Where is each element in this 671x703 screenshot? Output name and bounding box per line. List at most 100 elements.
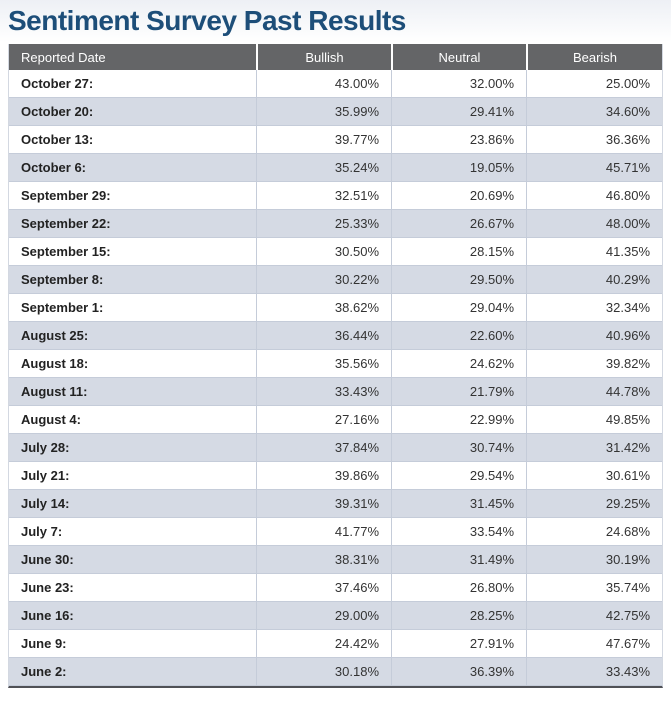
bullish-value-cell: 30.22%	[256, 266, 391, 294]
reported-date-cell: July 7:	[9, 518, 256, 546]
neutral-value-cell: 29.41%	[391, 98, 526, 126]
table-header-row: Reported Date Bullish Neutral Bearish	[9, 44, 662, 70]
table-row: October 27: 43.00% 32.00% 25.00%	[9, 70, 662, 98]
bullish-value-cell: 30.50%	[256, 238, 391, 266]
bearish-value-cell: 41.35%	[526, 238, 662, 266]
neutral-value-cell: 26.67%	[391, 210, 526, 238]
bullish-value-cell: 37.46%	[256, 574, 391, 602]
bullish-value-cell: 36.44%	[256, 322, 391, 350]
bearish-value-cell: 25.00%	[526, 70, 662, 98]
reported-date-cell: July 14:	[9, 490, 256, 518]
neutral-value-cell: 24.62%	[391, 350, 526, 378]
table-row: September 15: 30.50% 28.15% 41.35%	[9, 238, 662, 266]
bearish-value-cell: 36.36%	[526, 126, 662, 154]
reported-date-cell: August 11:	[9, 378, 256, 406]
neutral-value-cell: 31.49%	[391, 546, 526, 574]
reported-date-cell: October 13:	[9, 126, 256, 154]
bearish-value-cell: 40.96%	[526, 322, 662, 350]
table-row: June 23: 37.46% 26.80% 35.74%	[9, 574, 662, 602]
table-row: June 9: 24.42% 27.91% 47.67%	[9, 630, 662, 658]
table-row: June 2: 30.18% 36.39% 33.43%	[9, 658, 662, 686]
neutral-value-cell: 28.25%	[391, 602, 526, 630]
column-header-reported-date: Reported Date	[9, 44, 256, 70]
reported-date-cell: September 22:	[9, 210, 256, 238]
neutral-value-cell: 22.60%	[391, 322, 526, 350]
bullish-value-cell: 35.24%	[256, 154, 391, 182]
sentiment-results-table: Reported Date Bullish Neutral Bearish Oc…	[8, 44, 663, 688]
table-row: September 1: 38.62% 29.04% 32.34%	[9, 294, 662, 322]
reported-date-cell: July 28:	[9, 434, 256, 462]
neutral-value-cell: 28.15%	[391, 238, 526, 266]
bullish-value-cell: 37.84%	[256, 434, 391, 462]
reported-date-cell: June 9:	[9, 630, 256, 658]
neutral-value-cell: 29.04%	[391, 294, 526, 322]
reported-date-cell: June 2:	[9, 658, 256, 686]
reported-date-cell: September 29:	[9, 182, 256, 210]
reported-date-cell: August 4:	[9, 406, 256, 434]
table-row: July 14: 39.31% 31.45% 29.25%	[9, 490, 662, 518]
bearish-value-cell: 45.71%	[526, 154, 662, 182]
bullish-value-cell: 35.56%	[256, 350, 391, 378]
bullish-value-cell: 30.18%	[256, 658, 391, 686]
bullish-value-cell: 39.77%	[256, 126, 391, 154]
reported-date-cell: September 1:	[9, 294, 256, 322]
page-title: Sentiment Survey Past Results	[8, 5, 406, 36]
bearish-value-cell: 32.34%	[526, 294, 662, 322]
bullish-value-cell: 32.51%	[256, 182, 391, 210]
bullish-value-cell: 24.42%	[256, 630, 391, 658]
neutral-value-cell: 36.39%	[391, 658, 526, 686]
reported-date-cell: October 6:	[9, 154, 256, 182]
neutral-value-cell: 33.54%	[391, 518, 526, 546]
reported-date-cell: June 23:	[9, 574, 256, 602]
neutral-value-cell: 22.99%	[391, 406, 526, 434]
neutral-value-cell: 29.54%	[391, 462, 526, 490]
bearish-value-cell: 39.82%	[526, 350, 662, 378]
table-row: July 7: 41.77% 33.54% 24.68%	[9, 518, 662, 546]
table-row: June 16: 29.00% 28.25% 42.75%	[9, 602, 662, 630]
neutral-value-cell: 26.80%	[391, 574, 526, 602]
table-row: August 18: 35.56% 24.62% 39.82%	[9, 350, 662, 378]
bullish-value-cell: 25.33%	[256, 210, 391, 238]
table-row: August 4: 27.16% 22.99% 49.85%	[9, 406, 662, 434]
bullish-value-cell: 41.77%	[256, 518, 391, 546]
column-header-bullish: Bullish	[256, 44, 391, 70]
table-row: October 6: 35.24% 19.05% 45.71%	[9, 154, 662, 182]
column-header-bearish: Bearish	[526, 44, 662, 70]
reported-date-cell: September 15:	[9, 238, 256, 266]
neutral-value-cell: 29.50%	[391, 266, 526, 294]
neutral-value-cell: 27.91%	[391, 630, 526, 658]
table-row: August 25: 36.44% 22.60% 40.96%	[9, 322, 662, 350]
neutral-value-cell: 19.05%	[391, 154, 526, 182]
reported-date-cell: October 20:	[9, 98, 256, 126]
reported-date-cell: August 25:	[9, 322, 256, 350]
bearish-value-cell: 49.85%	[526, 406, 662, 434]
bearish-value-cell: 47.67%	[526, 630, 662, 658]
table-body: October 27: 43.00% 32.00% 25.00% October 20:…	[9, 70, 662, 686]
bearish-value-cell: 33.43%	[526, 658, 662, 686]
bearish-value-cell: 42.75%	[526, 602, 662, 630]
neutral-value-cell: 30.74%	[391, 434, 526, 462]
bearish-value-cell: 35.74%	[526, 574, 662, 602]
bearish-value-cell: 44.78%	[526, 378, 662, 406]
bullish-value-cell: 33.43%	[256, 378, 391, 406]
sentiment-survey-page: Sentiment Survey Past Results Reported D…	[8, 5, 663, 688]
neutral-value-cell: 20.69%	[391, 182, 526, 210]
bearish-value-cell: 48.00%	[526, 210, 662, 238]
bullish-value-cell: 39.31%	[256, 490, 391, 518]
bearish-value-cell: 34.60%	[526, 98, 662, 126]
neutral-value-cell: 23.86%	[391, 126, 526, 154]
reported-date-cell: June 30:	[9, 546, 256, 574]
bearish-value-cell: 46.80%	[526, 182, 662, 210]
table-row: August 11: 33.43% 21.79% 44.78%	[9, 378, 662, 406]
table-row: September 22: 25.33% 26.67% 48.00%	[9, 210, 662, 238]
neutral-value-cell: 31.45%	[391, 490, 526, 518]
bullish-value-cell: 35.99%	[256, 98, 391, 126]
bearish-value-cell: 24.68%	[526, 518, 662, 546]
neutral-value-cell: 21.79%	[391, 378, 526, 406]
table-row: July 28: 37.84% 30.74% 31.42%	[9, 434, 662, 462]
bearish-value-cell: 30.61%	[526, 462, 662, 490]
bullish-value-cell: 38.62%	[256, 294, 391, 322]
table-row: October 20: 35.99% 29.41% 34.60%	[9, 98, 662, 126]
reported-date-cell: July 21:	[9, 462, 256, 490]
reported-date-cell: October 27:	[9, 70, 256, 98]
